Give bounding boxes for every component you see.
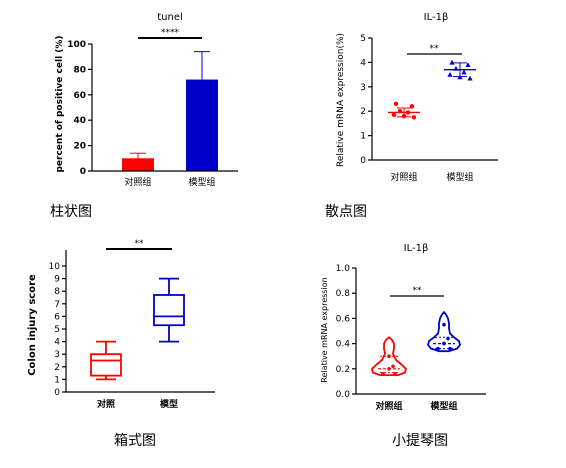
bar-chart-marks	[122, 51, 218, 171]
violin-body-1	[427, 311, 461, 353]
violin-point-0-1	[393, 372, 397, 376]
scatter-point-0-1	[409, 104, 415, 109]
box-plot-ytick-6: 6	[54, 312, 60, 322]
box-plot-xtick-0: 对照	[97, 398, 115, 410]
violin-xtick-1: 模型组	[430, 400, 457, 412]
scatter-ytick-3: 3	[360, 83, 366, 93]
violin-point-0-0	[381, 372, 385, 376]
bar-chart-xtick-0: 对照组	[124, 176, 151, 188]
violin-ylabel: Relative mRNA expression	[320, 277, 329, 382]
box-plot-xtick-1: 模型	[160, 398, 178, 410]
scatter-point-1-6	[467, 75, 473, 81]
bar-0	[122, 158, 154, 171]
box-plot-ytick-5: 5	[54, 325, 60, 335]
box-plot-caption: 箱式图	[114, 433, 156, 449]
violin-point-1-3	[446, 336, 450, 341]
violin-point-1-4	[442, 322, 446, 327]
scatter-point-0-6	[411, 115, 417, 120]
bar-chart-panel: tunel percent of positive cell (%) 0 20 40…	[50, 12, 238, 220]
box-plot-ytick-9: 9	[54, 275, 60, 285]
scatter-point-0-4	[391, 112, 397, 118]
box-plot-ytick-4: 4	[54, 338, 60, 348]
violin-yticks: 0.0 0.2 0.4 0.6 0.8 1.0	[336, 264, 356, 400]
scatter-panel: IL-1β Relative mRNA expression(%) 0 1 2 3 4 5…	[325, 12, 498, 220]
scatter-title: IL-1β	[424, 12, 449, 23]
scatter-point-1-3	[461, 69, 467, 75]
box-plot-ytick-0: 0	[54, 388, 60, 398]
violin-point-1-0	[436, 346, 440, 351]
bar-chart-ytick-3: 60	[73, 91, 86, 101]
box-plot-ytick-8: 8	[54, 287, 60, 297]
box-plot-ytick-3: 3	[54, 350, 60, 360]
violin-marks	[371, 311, 461, 376]
bar-chart-yticks: 0 20 40 60 80 100	[67, 40, 92, 177]
bar-chart-title: tunel	[157, 12, 183, 23]
scatter-ytick-0: 0	[360, 156, 366, 166]
bar-chart-ylabel: percent of positive cell (%)	[55, 35, 65, 172]
scatter-xtick-0: 对照组	[390, 171, 417, 183]
scatter-ytick-1: 1	[360, 132, 366, 142]
scatter-ytick-4: 4	[360, 58, 366, 68]
bar-chart-sig-label: ****	[161, 28, 180, 38]
box-plot-panel: Colon injury score 0 1 2 3 4 5 6 7 8 9 10 对照 模型 **…	[27, 239, 215, 449]
bar-chart-ytick-2: 40	[73, 116, 86, 126]
box-plot-ytick-2: 2	[54, 363, 60, 373]
box-plot-marks	[90, 277, 185, 381]
violin-sig-label: **	[413, 286, 423, 296]
bar-chart-caption: 柱状图	[50, 204, 92, 220]
scatter-caption: 散点图	[325, 204, 367, 220]
box-plot-ytick-10: 10	[49, 262, 61, 272]
violin-point-0-4	[387, 354, 391, 359]
bar-chart-ytick-4: 80	[73, 65, 86, 75]
violin-caption: 小提琴图	[392, 433, 448, 449]
box-iqr-1	[153, 294, 185, 327]
violin-point-0-3	[391, 364, 395, 369]
scatter-ytick-2: 2	[360, 107, 366, 117]
violin-point-1-2	[442, 341, 446, 346]
violin-body-0	[371, 336, 407, 376]
box-iqr-0	[90, 353, 122, 377]
scatter-marks	[388, 59, 476, 120]
violin-panel: IL-1β Relative mRNA expression 0.0 0.2 0.4…	[320, 243, 486, 449]
box-plot-ytick-7: 7	[54, 300, 60, 310]
violin-ytick-3: 0.6	[336, 314, 351, 324]
scatter-yticks: 0 1 2 3 4 5	[360, 34, 372, 166]
scatter-xtick-1: 模型组	[446, 171, 473, 183]
box-plot-ytick-1: 1	[54, 375, 60, 385]
violin-ytick-2: 0.4	[336, 340, 351, 350]
box-plot-yticks: 0 1 2 3 4 5 6 7 8 9 10	[49, 262, 66, 398]
violin-point-0-2	[387, 367, 391, 371]
violin-xtick-0: 对照组	[375, 400, 402, 412]
scatter-ytick-5: 5	[360, 34, 366, 44]
violin-ytick-5: 1.0	[336, 264, 351, 274]
violin-point-1-1	[448, 346, 452, 351]
scatter-ylabel: Relative mRNA expression(%)	[336, 33, 346, 167]
box-plot-ylabel: Colon injury score	[27, 274, 38, 376]
scatter-point-0-0	[393, 101, 399, 107]
bar-1	[186, 79, 218, 171]
bar-chart-xtick-1: 模型组	[188, 176, 215, 188]
violin-title: IL-1β	[404, 243, 429, 254]
box-plot-sig-label: **	[135, 239, 145, 249]
scatter-point-1-4	[447, 72, 453, 77]
scatter-sig-label: **	[430, 44, 440, 54]
bar-chart-ytick-5: 100	[67, 40, 86, 50]
scatter-point-1-0	[449, 59, 455, 65]
bar-chart-ytick-0: 0	[80, 167, 86, 177]
violin-ytick-0: 0.0	[336, 390, 351, 400]
bar-chart-ytick-1: 20	[73, 142, 86, 152]
violin-ytick-4: 0.8	[336, 289, 351, 299]
scatter-point-1-1	[465, 62, 471, 68]
violin-ytick-1: 0.2	[336, 365, 350, 375]
